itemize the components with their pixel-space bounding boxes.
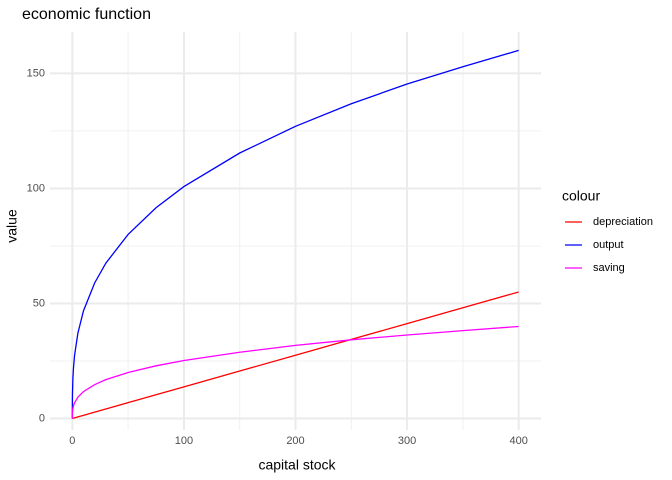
y-tick-label: 150 [27, 67, 45, 79]
legend-label: depreciation [593, 216, 653, 228]
line [71, 49, 519, 419]
legend-title: colour [562, 188, 600, 204]
x-axis-label: capital stock [258, 457, 336, 473]
x-tick-label: 0 [69, 435, 75, 447]
y-tick-label: 0 [39, 412, 45, 424]
y-tick-label: 50 [33, 297, 45, 309]
chart-title: economic function [22, 6, 151, 23]
x-tick-label: 400 [510, 435, 528, 447]
x-tick-label: 300 [398, 435, 416, 447]
legend-label: saving [593, 262, 625, 274]
x-tick-label: 100 [175, 435, 193, 447]
legend-label: output [593, 239, 624, 251]
y-axis-label: value [4, 209, 20, 243]
x-tick-label: 200 [286, 435, 304, 447]
line [72, 291, 519, 420]
line [71, 325, 519, 419]
y-tick-label: 100 [27, 182, 45, 194]
